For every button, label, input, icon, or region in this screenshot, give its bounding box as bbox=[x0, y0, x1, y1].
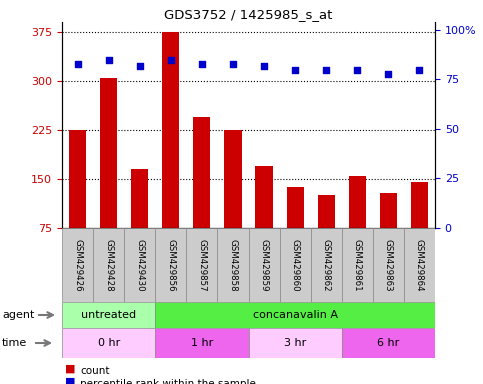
Text: 0 hr: 0 hr bbox=[98, 338, 120, 348]
Text: 6 hr: 6 hr bbox=[377, 338, 399, 348]
Text: count: count bbox=[80, 366, 110, 376]
Bar bbox=[155, 228, 186, 302]
Text: GSM429859: GSM429859 bbox=[259, 239, 269, 291]
Point bbox=[415, 66, 423, 73]
Bar bbox=[193, 117, 211, 228]
Text: GSM429857: GSM429857 bbox=[198, 239, 206, 291]
Point bbox=[167, 56, 175, 63]
Bar bbox=[186, 228, 217, 302]
Text: GSM429856: GSM429856 bbox=[166, 239, 175, 291]
Text: time: time bbox=[2, 338, 27, 348]
Text: GSM429858: GSM429858 bbox=[228, 239, 238, 291]
Bar bbox=[217, 228, 248, 302]
Text: GSM429430: GSM429430 bbox=[135, 239, 144, 291]
Point bbox=[229, 61, 237, 67]
Text: untreated: untreated bbox=[81, 310, 136, 320]
Text: ■: ■ bbox=[65, 377, 75, 384]
Bar bbox=[342, 328, 435, 358]
Point bbox=[354, 66, 361, 73]
Bar bbox=[311, 228, 342, 302]
Point bbox=[260, 63, 268, 69]
Bar bbox=[349, 176, 366, 228]
Point bbox=[291, 66, 299, 73]
Text: GSM429426: GSM429426 bbox=[73, 239, 82, 291]
Bar bbox=[373, 228, 404, 302]
Bar bbox=[318, 195, 335, 228]
Point bbox=[136, 63, 143, 69]
Bar bbox=[248, 228, 280, 302]
Bar bbox=[62, 228, 93, 302]
Text: GSM429864: GSM429864 bbox=[415, 239, 424, 291]
Point bbox=[322, 66, 330, 73]
Bar bbox=[286, 187, 304, 228]
Text: ■: ■ bbox=[65, 364, 75, 374]
Bar bbox=[280, 228, 311, 302]
Text: 1 hr: 1 hr bbox=[191, 338, 213, 348]
Bar bbox=[155, 328, 248, 358]
Text: GSM429428: GSM429428 bbox=[104, 239, 113, 291]
Text: percentile rank within the sample: percentile rank within the sample bbox=[80, 379, 256, 384]
Text: concanavalin A: concanavalin A bbox=[253, 310, 338, 320]
Bar bbox=[162, 32, 179, 228]
Bar bbox=[404, 228, 435, 302]
Title: GDS3752 / 1425985_s_at: GDS3752 / 1425985_s_at bbox=[164, 8, 333, 21]
Bar bbox=[225, 130, 242, 228]
Bar bbox=[69, 130, 86, 228]
Bar bbox=[411, 182, 428, 228]
Text: 3 hr: 3 hr bbox=[284, 338, 306, 348]
Bar bbox=[342, 228, 373, 302]
Point bbox=[74, 61, 82, 67]
Point bbox=[384, 70, 392, 76]
Text: GSM429861: GSM429861 bbox=[353, 239, 362, 291]
Bar bbox=[131, 169, 148, 228]
Bar bbox=[256, 166, 272, 228]
Text: GSM429862: GSM429862 bbox=[322, 239, 331, 291]
Point bbox=[105, 56, 113, 63]
Text: GSM429860: GSM429860 bbox=[291, 239, 299, 291]
Bar bbox=[155, 302, 435, 328]
Bar bbox=[100, 78, 117, 228]
Point bbox=[198, 61, 206, 67]
Bar bbox=[248, 328, 342, 358]
Bar bbox=[93, 228, 124, 302]
Text: GSM429863: GSM429863 bbox=[384, 239, 393, 291]
Bar bbox=[124, 228, 155, 302]
Bar bbox=[62, 328, 155, 358]
Text: agent: agent bbox=[2, 310, 34, 320]
Bar bbox=[380, 193, 397, 228]
Bar bbox=[62, 302, 155, 328]
